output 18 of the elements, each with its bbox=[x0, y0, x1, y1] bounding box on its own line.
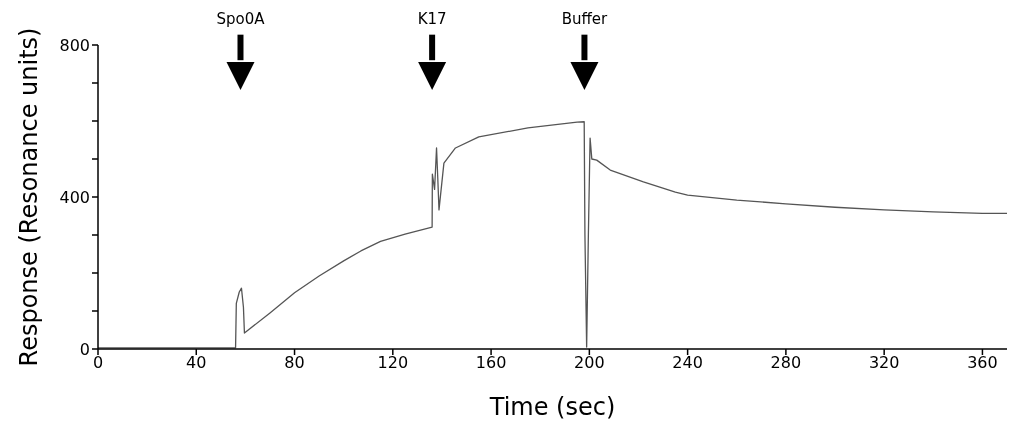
x-tick-label: 200 bbox=[574, 353, 605, 373]
x-tick-label: 120 bbox=[377, 353, 409, 373]
y-axis-title: Response (Resonance units) bbox=[14, 27, 43, 367]
x-tick-label: 80 bbox=[284, 353, 305, 373]
ref-line-label: K17 bbox=[417, 10, 447, 28]
ref-line-label: Spo0A bbox=[216, 10, 266, 28]
y-tick-label: 0 bbox=[79, 339, 90, 359]
ref-line-label: Buffer bbox=[561, 10, 609, 28]
y-tick-label: 800 bbox=[59, 35, 90, 55]
x-tick-label: 0 bbox=[92, 353, 104, 373]
x-tick-label: 160 bbox=[475, 353, 507, 373]
y-tick-label: 400 bbox=[59, 187, 90, 207]
x-tick-label: 280 bbox=[770, 353, 802, 373]
x-tick-label: 240 bbox=[672, 353, 703, 373]
x-tick-label: 40 bbox=[186, 353, 207, 373]
x-tick-label: 360 bbox=[967, 353, 998, 373]
x-axis-title: Time (sec) bbox=[488, 393, 616, 421]
x-tick-label: 320 bbox=[868, 353, 900, 373]
